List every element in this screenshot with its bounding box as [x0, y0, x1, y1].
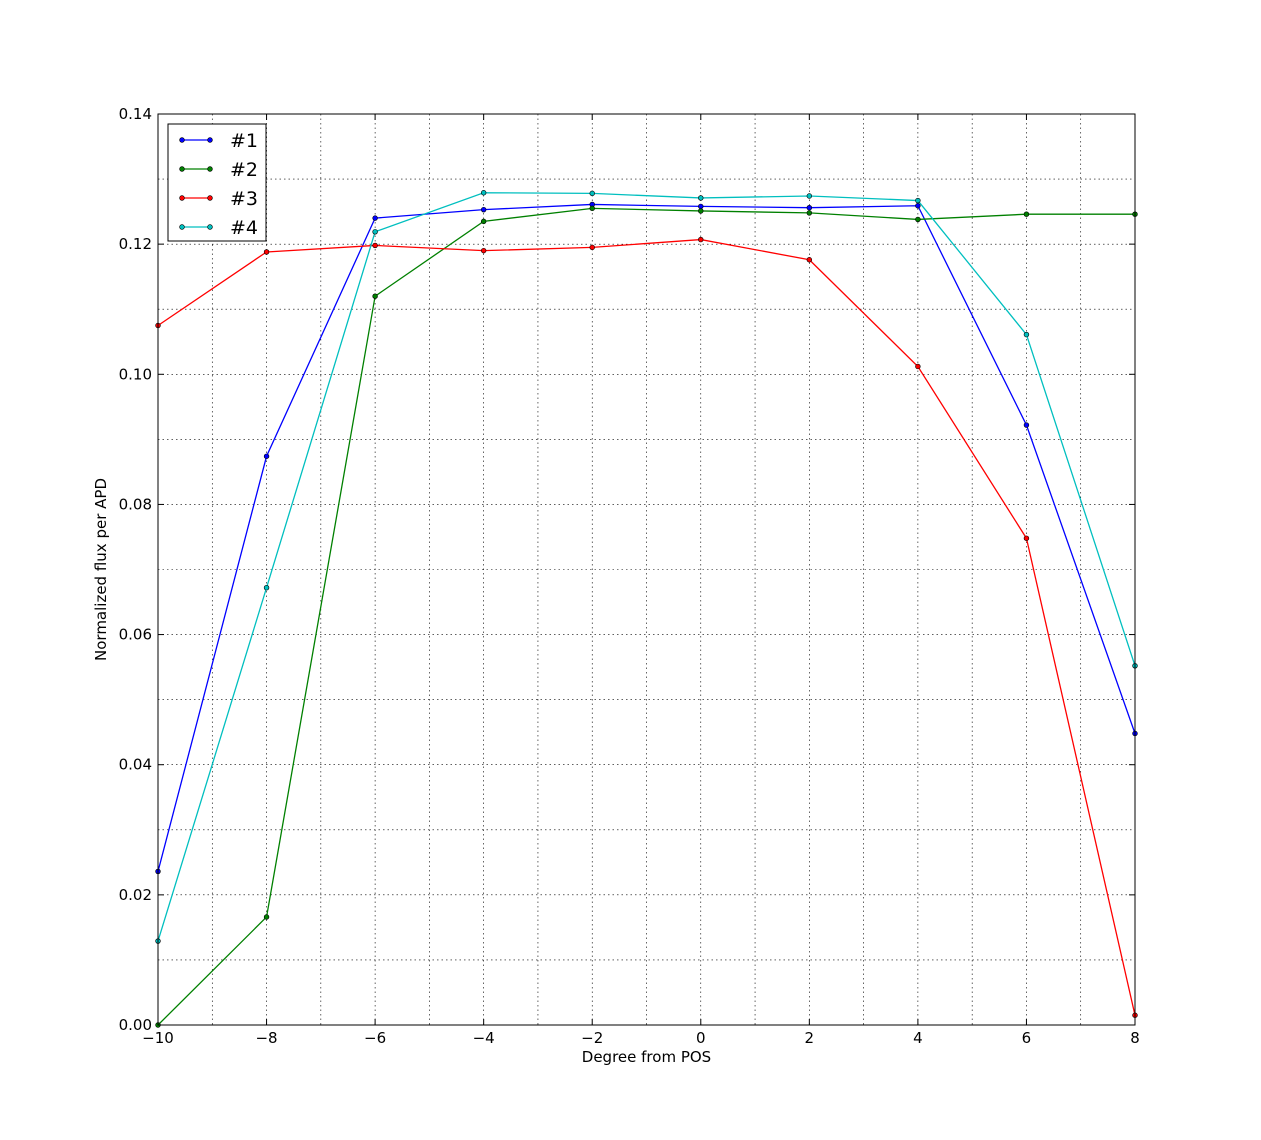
y-tick-label: 0.08 [119, 495, 152, 513]
legend-marker [179, 224, 185, 230]
legend-marker [207, 137, 213, 143]
data-point [806, 210, 813, 216]
legend-marker [179, 195, 185, 201]
data-point [589, 205, 595, 212]
data-point [698, 195, 704, 201]
y-tick-label: 0.12 [119, 235, 152, 253]
data-point [480, 247, 487, 254]
x-tick-label: −6 [364, 1029, 386, 1047]
data-point [698, 203, 704, 210]
legend-marker [179, 137, 185, 143]
legend: #1 #2 #3 #4 [167, 123, 267, 242]
x-tick-label: 0 [696, 1029, 706, 1047]
data-point [915, 203, 921, 209]
data-point [589, 244, 595, 251]
data-point [1023, 211, 1030, 217]
x-tick-label: 8 [1130, 1029, 1140, 1047]
legend-marker [179, 166, 185, 172]
y-axis-label: Normalized flux per APD [92, 478, 110, 661]
legend-marker [207, 195, 213, 201]
x-tick-label: 6 [1022, 1029, 1032, 1047]
grid [158, 114, 1135, 1025]
data-point [915, 363, 921, 370]
y-tick-label: 0.14 [119, 105, 152, 123]
legend-label: #2 [230, 159, 258, 181]
y-tick-label: 0.10 [119, 365, 152, 383]
data-point [915, 197, 921, 204]
x-tick-label: 2 [805, 1029, 815, 1047]
data-point [806, 257, 813, 263]
x-tick-label: 4 [913, 1029, 923, 1047]
data-point [806, 193, 813, 199]
series-2 [155, 205, 1138, 1028]
axis-tick-labels: −10 −8 −6 −4 −2 0 2 4 6 8 0.00 0.02 0.04 0.06 0.08 0.10… [119, 105, 1140, 1047]
y-tick-label: 0.06 [119, 626, 152, 644]
data-point [372, 242, 378, 249]
legend-label: #3 [230, 188, 258, 210]
data-point [915, 216, 921, 223]
data-point [263, 585, 270, 591]
y-tick-label: 0.04 [119, 756, 152, 774]
x-tick-label: −4 [473, 1029, 495, 1047]
data-point [263, 249, 270, 255]
legend-label: #4 [230, 217, 258, 239]
legend-label: #1 [230, 130, 258, 152]
data-point [1023, 422, 1030, 428]
data-point [263, 914, 270, 920]
x-axis-label: Degree from POS [582, 1048, 711, 1066]
series-line [157, 192, 1136, 942]
series-line [157, 203, 1136, 872]
data-point [698, 236, 704, 243]
data-point [1023, 535, 1030, 541]
data-point [806, 205, 813, 211]
plot-frame [157, 113, 1136, 1026]
data-point [372, 293, 378, 299]
data-point [372, 215, 378, 221]
data-point [480, 190, 487, 196]
series-line [157, 238, 1136, 1016]
x-tick-label: −2 [581, 1029, 603, 1047]
data-point [480, 206, 487, 213]
legend-marker [207, 224, 213, 230]
series-4 [155, 190, 1138, 944]
series-lines [155, 190, 1138, 1028]
data-point [372, 229, 378, 235]
data-point [589, 190, 595, 197]
legend-box [167, 123, 267, 242]
axis-ticks [157, 113, 1136, 1026]
data-point [263, 453, 270, 459]
x-tick-label: −10 [142, 1029, 174, 1047]
data-point [480, 218, 487, 225]
y-tick-label: 0.00 [119, 1016, 152, 1034]
series-line [157, 207, 1135, 1026]
series-3 [155, 236, 1138, 1018]
y-tick-label: 0.02 [119, 886, 152, 904]
x-tick-label: −8 [255, 1029, 277, 1047]
data-point [1023, 331, 1030, 338]
data-point [698, 208, 704, 214]
legend-marker [207, 166, 213, 172]
